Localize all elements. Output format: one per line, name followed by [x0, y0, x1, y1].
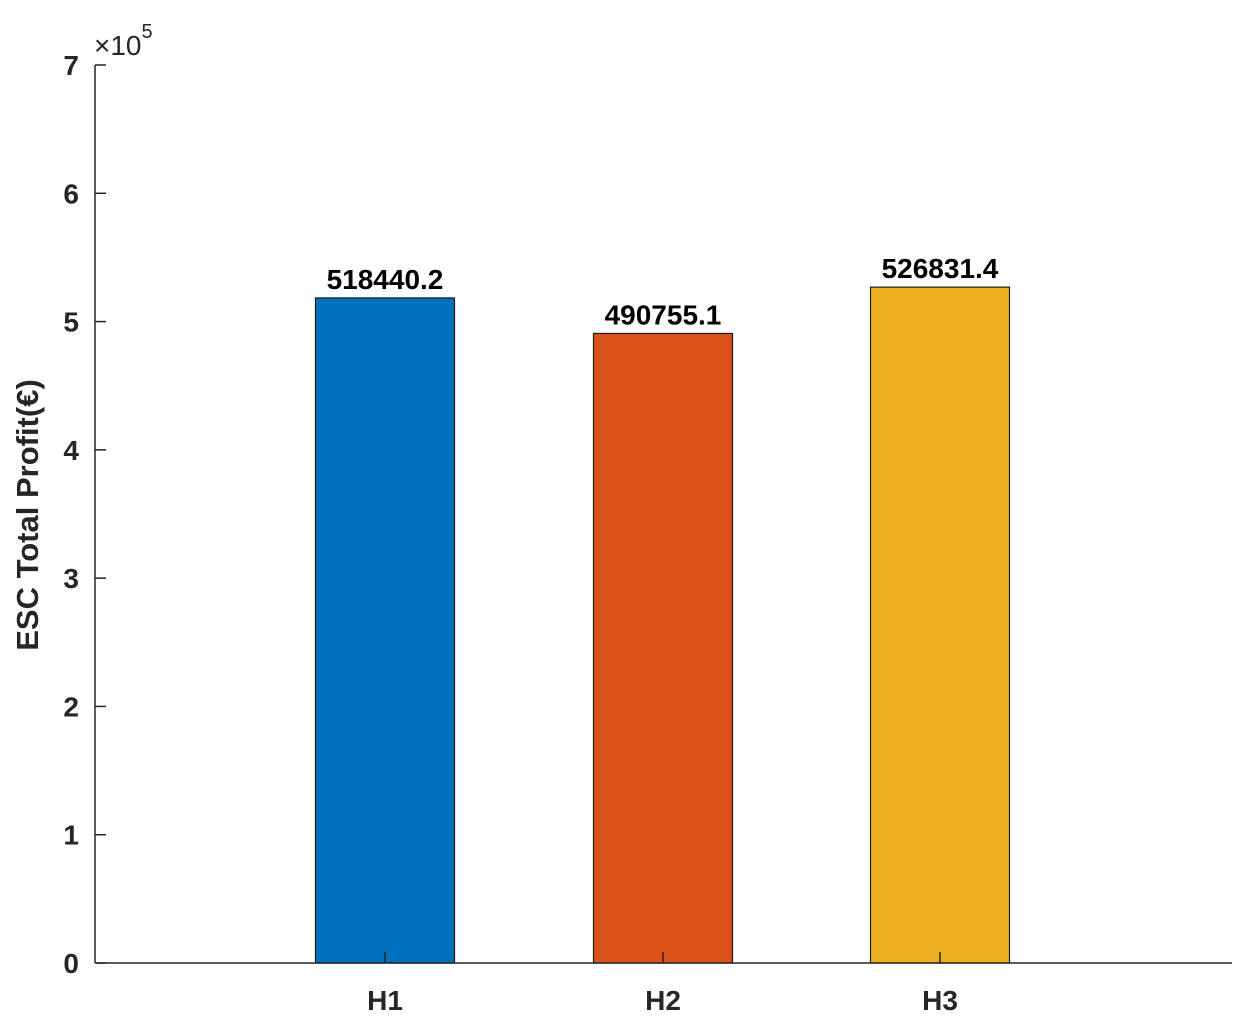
y-axis-exponent-multiplier: ×	[94, 30, 110, 61]
y-tick-label: 0	[63, 948, 79, 979]
y-tick-label: 3	[63, 563, 79, 594]
y-tick-label: 7	[63, 50, 79, 81]
y-axis-label-group: ESC Total Profit(€)	[10, 379, 45, 651]
y-ticks-layer: 0 1 2 3 4 5 6 7	[63, 50, 106, 979]
bars-layer	[314, 286, 1011, 964]
y-tick-label: 2	[63, 691, 79, 722]
y-axis-exponent-power: 5	[142, 21, 153, 43]
y-axis-exponent: ×105	[94, 21, 153, 61]
bar-h1	[314, 297, 456, 964]
y-axis-label: ESC Total Profit(€)	[10, 379, 45, 651]
axes-layer	[94, 65, 1232, 964]
x-tick-label-h3: H3	[922, 985, 958, 1016]
y-axis-exponent-base: 10	[110, 30, 141, 61]
x-ticks-layer: H1 H2 H3	[367, 952, 958, 1016]
x-tick-label-h1: H1	[367, 985, 403, 1016]
data-labels-layer: 518440.2 490755.1 526831.4	[327, 253, 999, 330]
y-tick-label: 6	[63, 178, 79, 209]
y-tick-label: 4	[63, 435, 79, 466]
x-tick-label-h2: H2	[645, 985, 681, 1016]
data-label-h2: 490755.1	[605, 299, 722, 330]
y-tick-label: 1	[63, 820, 79, 851]
bar-h3	[869, 286, 1011, 964]
y-tick-label: 5	[63, 307, 79, 338]
bar-h2	[592, 332, 734, 964]
data-label-h1: 518440.2	[327, 264, 444, 295]
y-axis-exponent-text: ×105	[94, 21, 153, 61]
data-label-h3: 526831.4	[882, 253, 999, 284]
